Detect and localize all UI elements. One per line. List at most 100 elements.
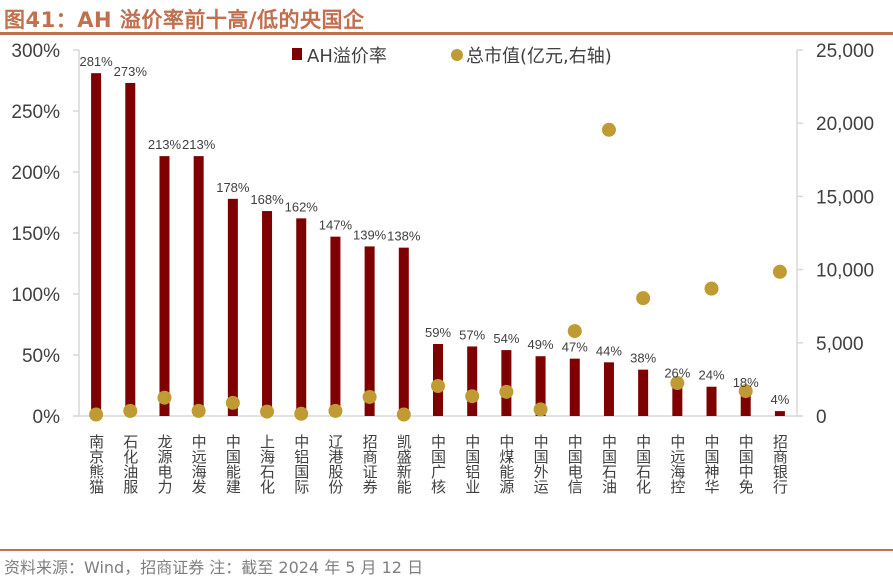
axes: 0% 50% 100% 150% 200% 250% 300% 0 5,000 10,000 15,… [11,41,874,428]
dot [499,384,514,399]
bar [193,156,204,416]
category-label: 上海石化 [258,434,276,494]
bar [638,369,649,416]
bar-data-label: 213% [182,137,216,152]
bar [398,247,409,416]
category-label: 中远海控 [668,434,686,495]
dot [362,389,377,404]
bar-data-label: 49% [528,337,554,352]
dot [772,264,787,279]
bar [672,384,683,416]
bar-data-label: 178% [216,180,250,195]
dot [294,406,309,421]
category-label: 中国神华 [703,434,721,494]
dot [738,384,753,399]
left-axis-tick-label: 150% [11,224,60,245]
category-label: 中国广核 [429,434,447,494]
dot [260,404,275,419]
bar-series [91,73,785,417]
left-axis-tick-label: 300% [11,41,60,62]
dot [636,291,651,306]
bar [535,356,546,416]
dot [533,402,548,417]
category-label: 辽港股份 [326,434,344,495]
bar-data-label: 213% [148,137,182,152]
bar-data-label: 47% [562,340,588,355]
bar-data-label: 168% [250,192,284,207]
bar-data-label: 24% [699,368,725,383]
bar-data-label: 54% [493,331,519,346]
bar [125,82,136,416]
legend-bar-label: AH溢价率 [307,46,387,67]
bar-data-label: 281% [79,54,113,69]
bar [262,211,273,416]
dot [191,403,206,418]
category-label: 龙源电力 [155,434,173,495]
category-label: 招商银行 [771,434,789,495]
category-label: 中国外运 [532,434,550,495]
right-axis-tick-label: 15,000 [816,187,874,208]
title-divider [0,32,893,35]
legend: AH溢价率 总市值(亿元,右轴) [292,46,612,67]
right-axis-tick-label: 0 [816,407,827,428]
bar-data-label: 138% [387,229,421,244]
bar [774,411,785,416]
bar [569,358,580,416]
category-label: 南京熊猫 [87,434,105,495]
bar [706,386,717,416]
dot [567,324,582,339]
bar-data-label: 273% [114,64,148,79]
bar-data-label: 57% [459,327,485,342]
dot [465,389,480,404]
bar-data-label: 26% [664,365,690,380]
dot [157,390,172,405]
dot [225,395,240,410]
left-axis-tick-label: 0% [33,407,61,428]
dot [431,378,445,393]
dot-series [89,122,787,422]
category-label: 中国能建 [224,434,242,494]
bar [740,394,751,416]
bar [467,346,478,416]
left-axis-tick-label: 250% [11,102,60,123]
category-labels: 南京熊猫 石化油服 龙源电力 中远海发 中国能建 上海石化 中铝国际 辽港股份 招商证券 凯盛新能… [87,434,789,495]
legend-dot-swatch [451,49,463,61]
bar [159,156,170,416]
dot [670,376,685,391]
dot [704,281,719,296]
category-label: 中煤能源 [497,434,515,494]
left-axis-tick-label: 50% [22,346,60,367]
category-label: 中国石油 [600,434,618,494]
data-labels: 281%273% 213% 213% 178%168% 162%147%139% 138%… [79,54,789,407]
category-label: 招商证券 [361,434,379,495]
footer-divider [0,549,893,551]
bar-data-label: 18% [733,375,759,390]
dot [601,122,616,137]
bar [603,362,614,416]
category-label: 凯盛新能 [395,434,413,495]
bar [501,350,512,416]
right-axis-tick-label: 25,000 [816,41,874,62]
right-axis-tick-label: 5,000 [816,334,864,355]
right-axis-tick-label: 10,000 [816,261,874,282]
bar [330,236,341,416]
source-note: 资料来源：Wind，招商证券 注：截至 2024 年 5 月 12 日 [4,558,424,577]
category-label: 中国中免 [737,434,755,494]
bar [227,198,238,416]
bar-data-label: 4% [771,392,790,407]
dot [89,407,104,422]
bar-data-label: 139% [353,227,387,242]
category-label: 中国电信 [566,434,584,494]
left-axis-tick-label: 200% [11,163,60,184]
category-label: 中远海发 [190,434,208,494]
bar-data-label: 38% [630,351,656,366]
category-label: 中国石化 [634,434,652,494]
bar-data-label: 147% [319,218,353,233]
bar-data-label: 44% [596,343,622,358]
right-axis-tick-label: 20,000 [816,114,874,135]
figure-title: 图41：AH 溢价率前十高/低的央国企 [4,8,365,32]
bar [91,73,102,417]
bar-data-label: 59% [425,325,451,340]
left-axis-tick-label: 100% [11,285,60,306]
